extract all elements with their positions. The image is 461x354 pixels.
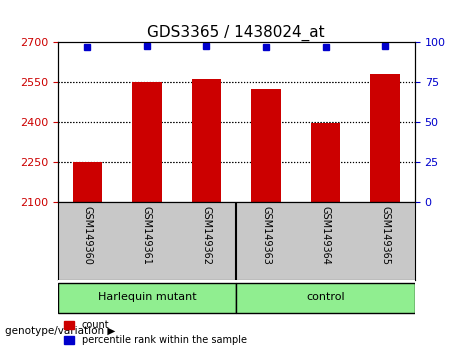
Bar (311, 122, 341, 202)
Text: Harlequin mutant: Harlequin mutant (98, 292, 196, 302)
FancyBboxPatch shape (236, 283, 415, 313)
Bar (251, 89, 281, 202)
Text: GSM149362: GSM149362 (201, 206, 212, 265)
Text: genotype/variation ▶: genotype/variation ▶ (5, 326, 115, 336)
Text: control: control (306, 292, 345, 302)
Text: GSM149365: GSM149365 (380, 206, 390, 265)
Text: GSM149361: GSM149361 (142, 206, 152, 264)
Legend: count, percentile rank within the sample: count, percentile rank within the sample (60, 316, 250, 349)
FancyBboxPatch shape (58, 283, 236, 313)
Bar (72, 162, 102, 202)
Title: GDS3365 / 1438024_at: GDS3365 / 1438024_at (148, 25, 325, 41)
Bar (370, 74, 400, 202)
Text: GSM149363: GSM149363 (261, 206, 271, 264)
Text: GSM149364: GSM149364 (320, 206, 331, 264)
Bar (192, 79, 221, 202)
Bar (132, 81, 162, 202)
Text: GSM149360: GSM149360 (83, 206, 92, 264)
